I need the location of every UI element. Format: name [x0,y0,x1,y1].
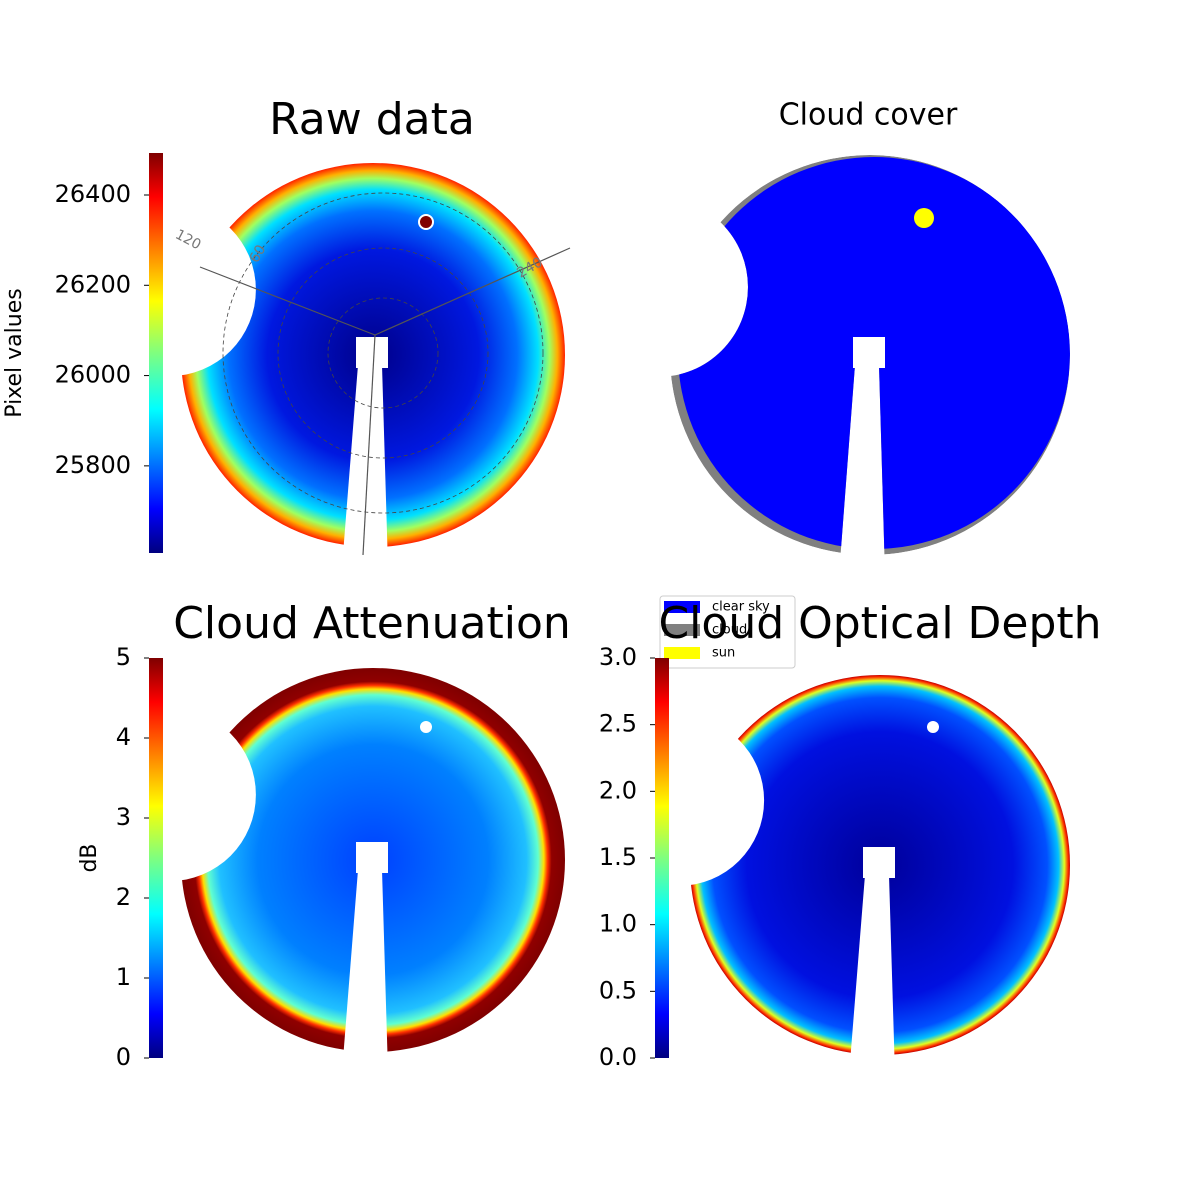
colorbar [149,658,163,1058]
colorbar-tick-label: 26400 [55,180,131,208]
legend-label: cloud [712,623,747,638]
polar-spoke [374,247,571,336]
colorbar-tick-label: 5 [116,643,131,671]
sun [418,214,434,230]
polar-label: 60 [247,242,270,265]
polar-spoke [362,334,376,556]
sun-hole [420,721,432,733]
sky-image [181,163,565,547]
legend-swatch [664,601,700,613]
colorbar-label: dB [77,843,102,872]
sun [914,208,934,228]
colorbar-tick-label: 3 [116,803,131,831]
colorbar-tick-label: 26000 [55,361,131,389]
colorbar-tick-label: 0.5 [599,976,637,1004]
colorbar-tick-label: 2.0 [599,776,637,804]
colorbar-tick-label: 1.5 [599,843,637,871]
legend-label: clear sky [712,600,770,615]
colorbar-tick-label: 4 [116,723,131,751]
colorbar-tick-label: 1.0 [599,910,637,938]
polar-ring [277,247,489,459]
colorbar-tick-label: 25800 [55,451,131,479]
clear-sky [678,157,1070,549]
colorbar-tick-label: 0.0 [599,1043,637,1071]
panel-title: Raw data [269,94,475,145]
sky-image [690,675,1070,1055]
legend-swatch [664,624,700,636]
legend-label: sun [712,646,735,661]
panel-title: Cloud Optical Depth [658,598,1101,649]
polar-ring [222,192,544,514]
sky-image [181,668,565,1052]
colorbar-tick-label: 0 [116,1043,131,1071]
colorbar-label: Pixel values [2,288,27,417]
colorbar-tick-label: 1 [116,963,131,991]
colorbar-tick-label: 3.0 [599,643,637,671]
panel-title: Cloud Attenuation [173,598,571,649]
legend-swatch [664,647,700,659]
polar-spoke [199,266,376,336]
sun-hole [927,721,939,733]
colorbar [655,658,669,1058]
colorbar-tick-label: 2 [116,883,131,911]
colorbar-tick-label: 26200 [55,270,131,298]
panel-title: Cloud cover [779,98,958,133]
colorbar [149,153,163,553]
polar-ring [327,297,439,409]
colorbar-tick-label: 2.5 [599,710,637,738]
